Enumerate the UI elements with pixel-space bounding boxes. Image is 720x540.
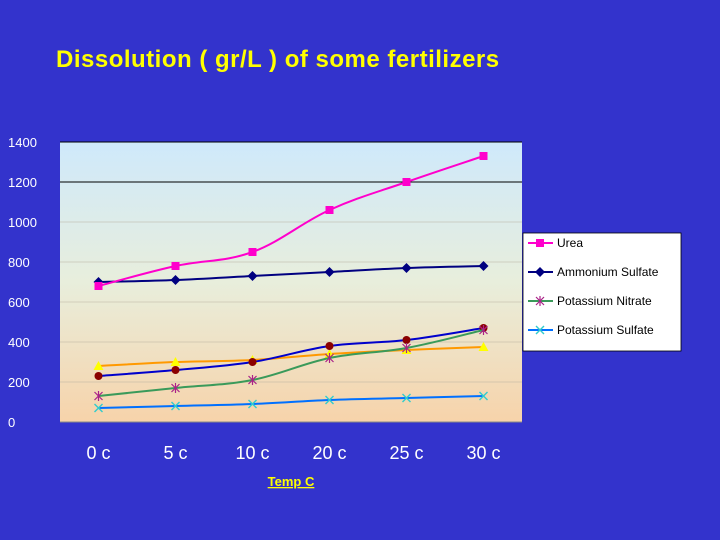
data-point-potassium-sulfate — [402, 393, 411, 403]
data-point-potassium-sulfate — [248, 399, 257, 409]
legend-label-potassium-sulfate: Potassium Sulfate — [557, 323, 654, 337]
data-point-unlabeled-4 — [325, 342, 334, 350]
data-point-unlabeled-4 — [248, 358, 257, 366]
data-point-potassium-nitrate — [171, 383, 180, 393]
data-point-urea — [171, 262, 180, 270]
series-line-unlabeled-5 — [98, 346, 484, 367]
y-tick-label: 1000 — [8, 215, 37, 230]
series-line-potassium-sulfate — [98, 395, 484, 409]
data-point-unlabeled-5 — [170, 357, 181, 366]
data-point-urea — [248, 248, 257, 256]
data-point-unlabeled-5 — [93, 361, 104, 370]
data-point-ammonium-sulfate — [401, 263, 412, 273]
data-point-potassium-nitrate — [325, 353, 334, 363]
y-tick-label: 1400 — [8, 135, 37, 150]
data-point-potassium-sulfate — [479, 391, 488, 401]
legend-marker-potassium-nitrate — [535, 296, 545, 306]
data-point-unlabeled-4 — [94, 372, 103, 380]
legend-marker-potassium-sulfate — [535, 325, 545, 335]
data-point-potassium-sulfate — [325, 395, 334, 405]
data-point-urea — [479, 152, 488, 160]
data-point-unlabeled-4 — [171, 366, 180, 374]
data-point-urea — [94, 282, 103, 290]
series-line-potassium-nitrate — [98, 329, 484, 397]
y-tick-label: 1200 — [8, 175, 37, 190]
legend-label-ammonium-sulfate: Ammonium Sulfate — [557, 265, 659, 279]
legend-marker-urea — [536, 239, 544, 247]
data-point-potassium-nitrate — [479, 325, 488, 335]
y-tick-label: 200 — [8, 375, 30, 390]
y-tick-label: 0 — [8, 415, 15, 430]
data-point-ammonium-sulfate — [247, 271, 258, 281]
legend — [522, 232, 682, 352]
data-point-urea — [325, 206, 334, 214]
data-point-unlabeled-5 — [478, 342, 489, 351]
data-point-potassium-nitrate — [94, 391, 103, 401]
data-point-ammonium-sulfate — [170, 275, 181, 285]
legend-label-urea: Urea — [557, 236, 583, 250]
data-point-unlabeled-4 — [402, 336, 411, 344]
y-tick-label: 400 — [8, 335, 30, 350]
x-tick-label: 0 c — [86, 443, 110, 463]
data-point-urea — [402, 178, 411, 186]
y-tick-label: 600 — [8, 295, 30, 310]
data-point-ammonium-sulfate — [478, 261, 489, 271]
x-tick-label: 5 c — [163, 443, 187, 463]
x-tick-label: 30 c — [466, 443, 500, 463]
data-point-potassium-sulfate — [94, 403, 103, 413]
data-point-potassium-nitrate — [402, 343, 411, 353]
data-point-potassium-sulfate — [171, 401, 180, 411]
series-line-ammonium-sulfate — [98, 265, 484, 283]
legend-label-potassium-nitrate: Potassium Nitrate — [557, 294, 652, 308]
y-tick-label: 800 — [8, 255, 30, 270]
data-point-potassium-nitrate — [248, 375, 257, 385]
data-point-ammonium-sulfate — [324, 267, 335, 277]
series-line-unlabeled-4 — [98, 327, 484, 377]
legend-marker-ammonium-sulfate — [535, 267, 545, 277]
x-tick-label: 25 c — [389, 443, 423, 463]
x-tick-label: 20 c — [312, 443, 346, 463]
x-axis-label: Temp C — [268, 474, 315, 489]
slide-title: Dissolution ( gr/L ) of some fertilizers — [56, 46, 500, 73]
x-tick-label: 10 c — [235, 443, 269, 463]
